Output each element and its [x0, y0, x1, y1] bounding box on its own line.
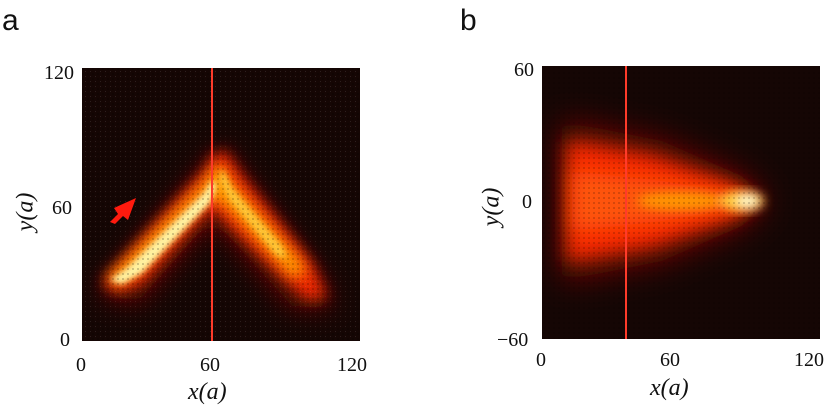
panel-b-ytick-neg60: −60	[497, 329, 529, 351]
panel-a-xtick-0: 0	[76, 354, 86, 376]
panel-b-ylabel: y(a)	[478, 187, 505, 227]
panel-b-label: b	[460, 4, 477, 37]
panel-a-heatmap	[82, 68, 360, 341]
panel-b-ytick-0: 0	[522, 191, 532, 213]
panel-b-heatmap	[542, 66, 820, 339]
panel-a-ytick-0: 0	[60, 329, 70, 351]
panel-a-ytick-120: 120	[44, 62, 74, 84]
panel-a-xtick-60: 60	[200, 354, 220, 376]
panel-a-xlabel: x(a)	[188, 379, 227, 405]
panel-a-xtick-120: 120	[337, 354, 367, 376]
panel-a-label: a	[2, 4, 19, 37]
panel-b-xlabel: x(a)	[650, 375, 689, 401]
panel-b-xtick-0: 0	[536, 349, 546, 371]
panel-b-xtick-120: 120	[794, 349, 824, 371]
panel-b-ytick-60: 60	[514, 59, 534, 81]
panel-a-arrow-icon	[110, 198, 136, 224]
panel-b-xtick-60: 60	[660, 349, 680, 371]
panel-a-ylabel: y(a)	[12, 192, 39, 232]
panel-a-ytick-60: 60	[52, 197, 72, 219]
